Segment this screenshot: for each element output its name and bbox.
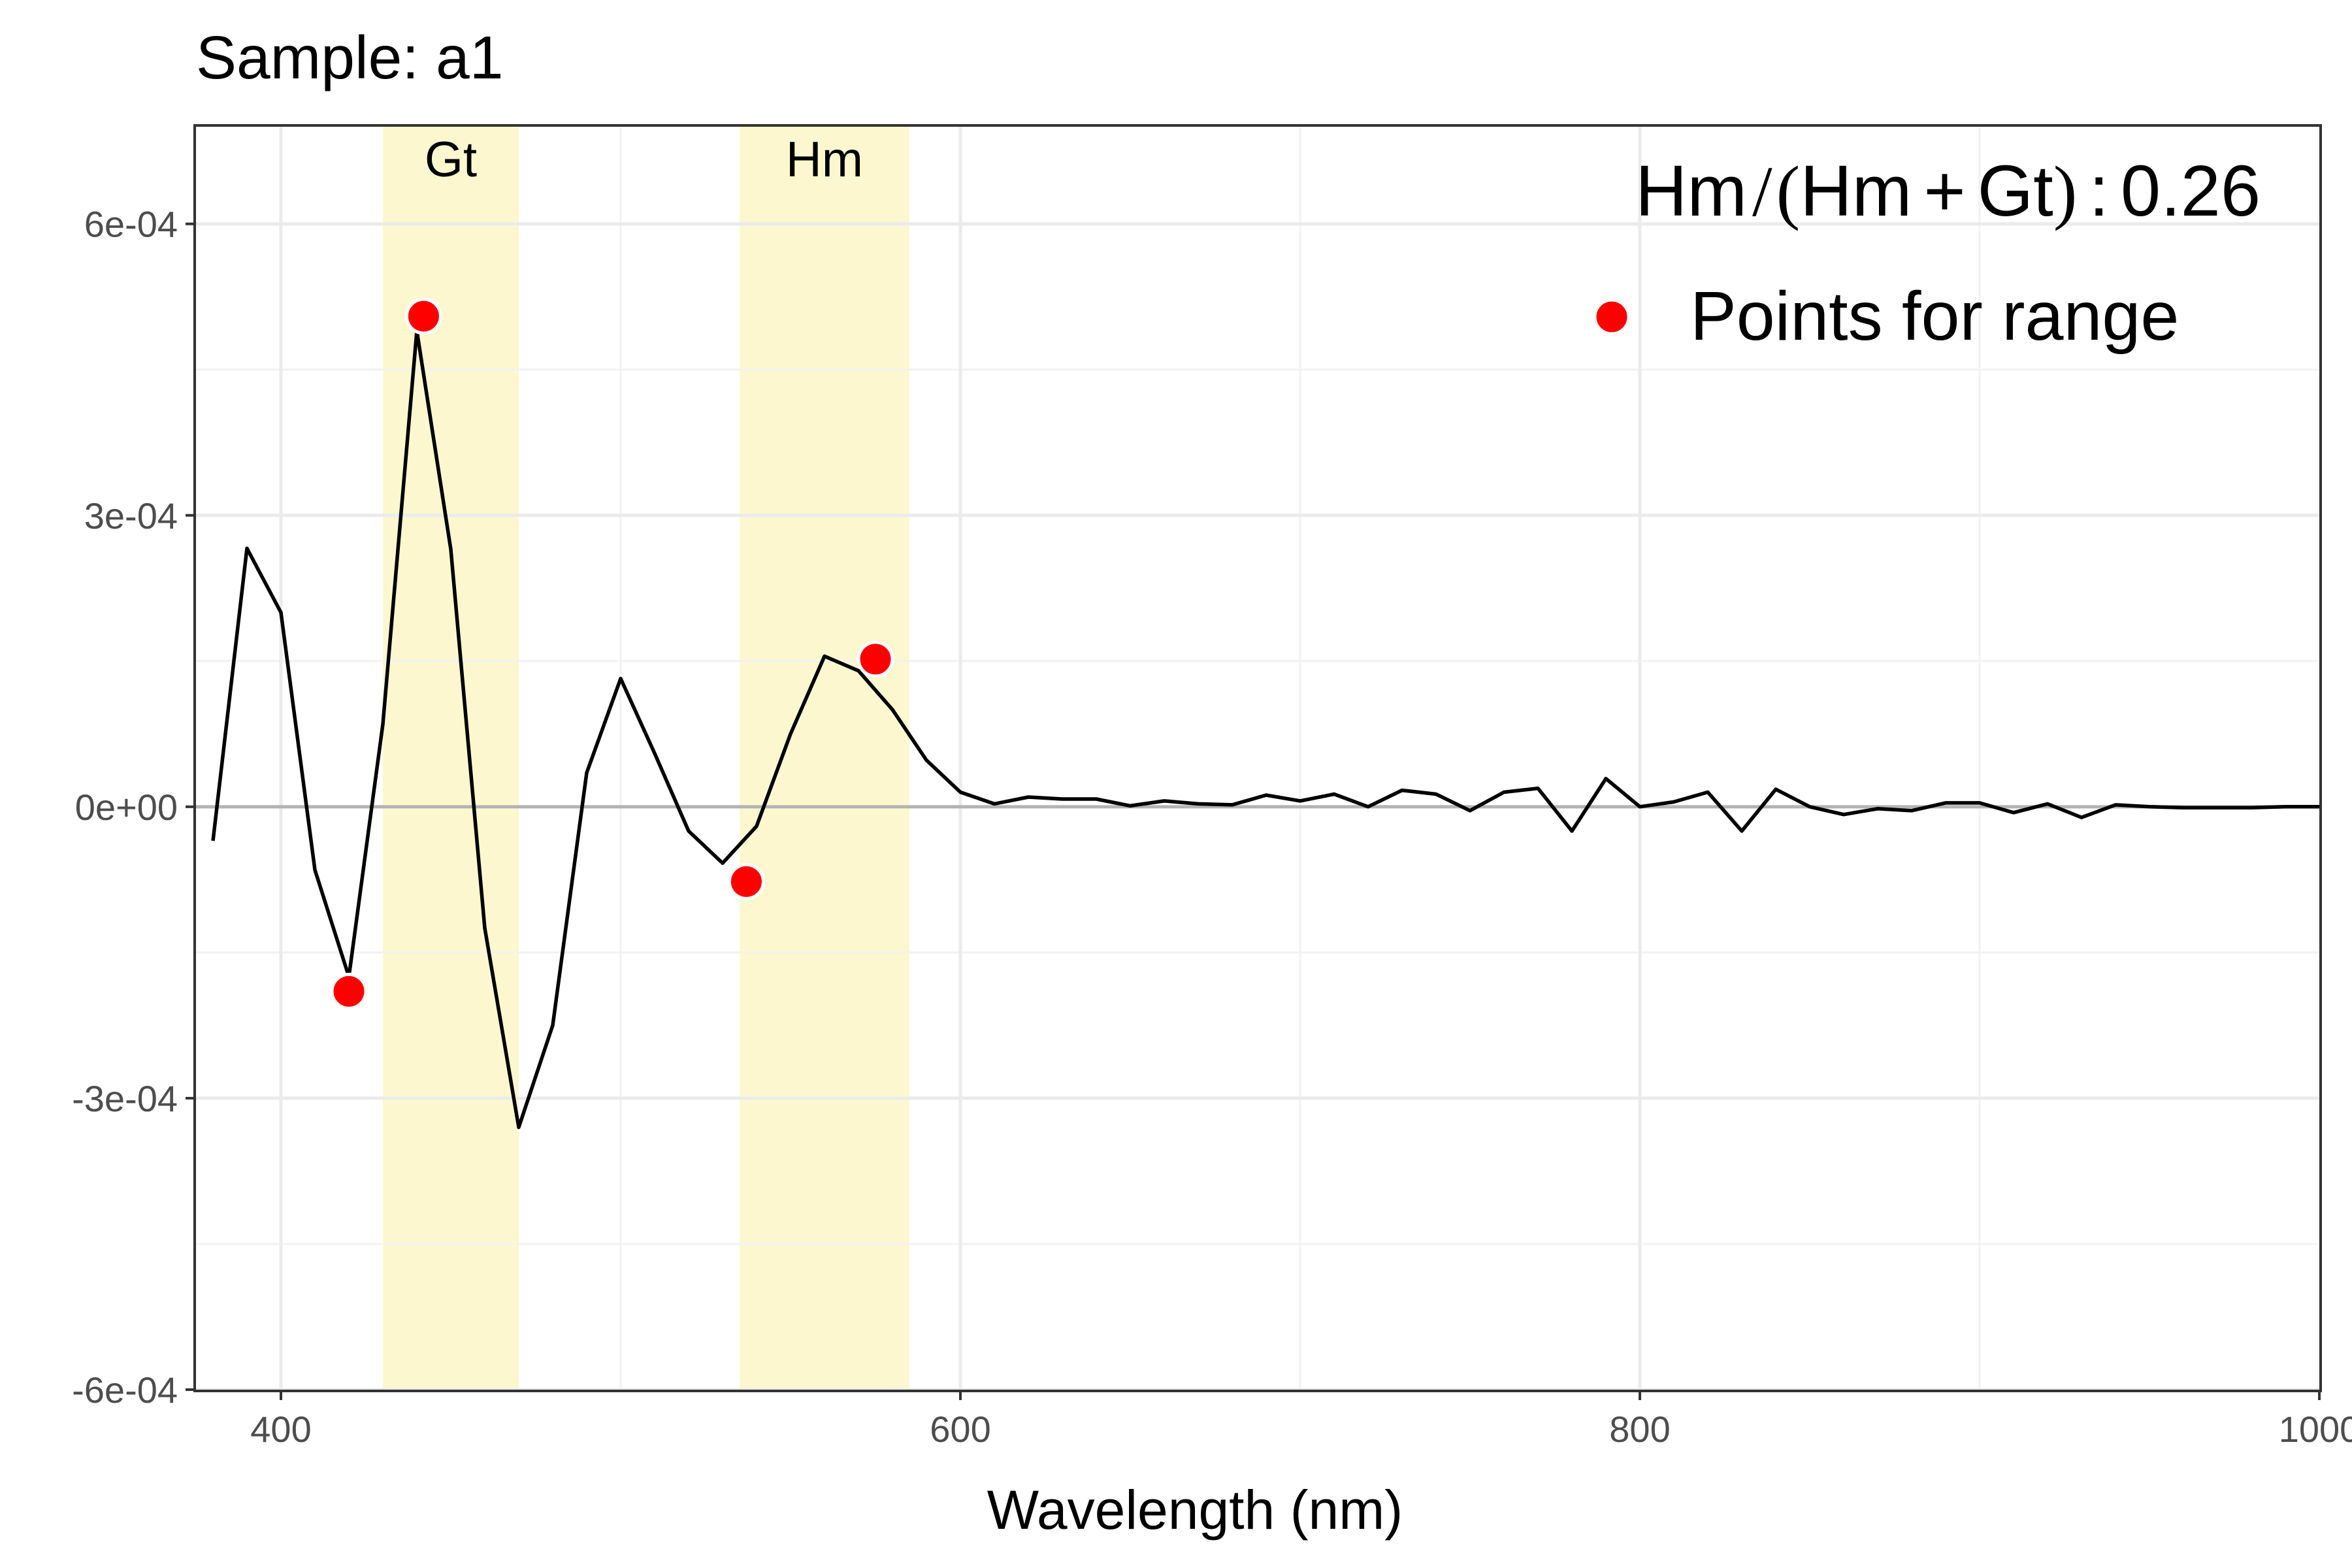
range-point bbox=[727, 862, 765, 900]
band-gt bbox=[383, 127, 519, 1390]
series-lines bbox=[211, 329, 2319, 1130]
ratio-value: 0.26 bbox=[2121, 151, 2261, 231]
chart-title: Sample: a1 bbox=[196, 24, 503, 91]
band-label-gt: Gt bbox=[425, 132, 477, 188]
ratio-numerator: Hm bbox=[1635, 151, 1747, 231]
ratio-term-a: Hm bbox=[1800, 151, 1912, 231]
x-tick-label: 1000 bbox=[2279, 1409, 2352, 1450]
x-axis-title: Wavelength (nm) bbox=[987, 1479, 1403, 1541]
ratio-slash: / bbox=[1752, 152, 1772, 231]
ratio-plus: + bbox=[1923, 151, 1965, 231]
y-tick-label: 3e-04 bbox=[84, 495, 178, 536]
x-axis-ticks: 400 600 800 1000 bbox=[250, 1390, 2352, 1450]
series-line bbox=[211, 329, 2319, 1130]
y-axis-ticks: 6e-04 3e-04 0e+00 -3e-04 -6e-04 bbox=[72, 204, 196, 1411]
x-tick-label: 800 bbox=[1609, 1409, 1670, 1450]
ratio-open-paren: ( bbox=[1776, 152, 1801, 231]
legend-label: Points for range bbox=[1690, 278, 2179, 355]
range-point bbox=[857, 640, 894, 678]
band-hm bbox=[740, 127, 909, 1390]
ratio-formula: Hm/(Hm + Gt):0.26 bbox=[1635, 151, 2261, 231]
y-tick-label: 0e+00 bbox=[75, 787, 178, 828]
highlight-bands: Gt Hm bbox=[383, 127, 909, 1390]
range-points bbox=[330, 297, 894, 1010]
legend: Points for range bbox=[1593, 278, 2179, 355]
plot-panel-border bbox=[193, 124, 2322, 1392]
x-tick-label: 400 bbox=[250, 1409, 311, 1450]
band-label-hm: Hm bbox=[786, 132, 863, 188]
x-tick-label: 600 bbox=[930, 1409, 990, 1450]
legend-point-marker bbox=[1593, 298, 1631, 336]
range-point bbox=[330, 972, 368, 1010]
ratio-term-b: Gt bbox=[1978, 151, 2053, 231]
ratio-annotation: Hm/(Hm + Gt):0.26 bbox=[1635, 151, 2261, 231]
range-point bbox=[404, 297, 442, 335]
y-tick-label: -3e-04 bbox=[72, 1078, 178, 1119]
ratio-close-paren: ) bbox=[2053, 152, 2078, 231]
y-tick-label: -6e-04 bbox=[72, 1369, 178, 1411]
y-tick-label: 6e-04 bbox=[84, 204, 178, 245]
ratio-separator: : bbox=[2089, 151, 2109, 231]
